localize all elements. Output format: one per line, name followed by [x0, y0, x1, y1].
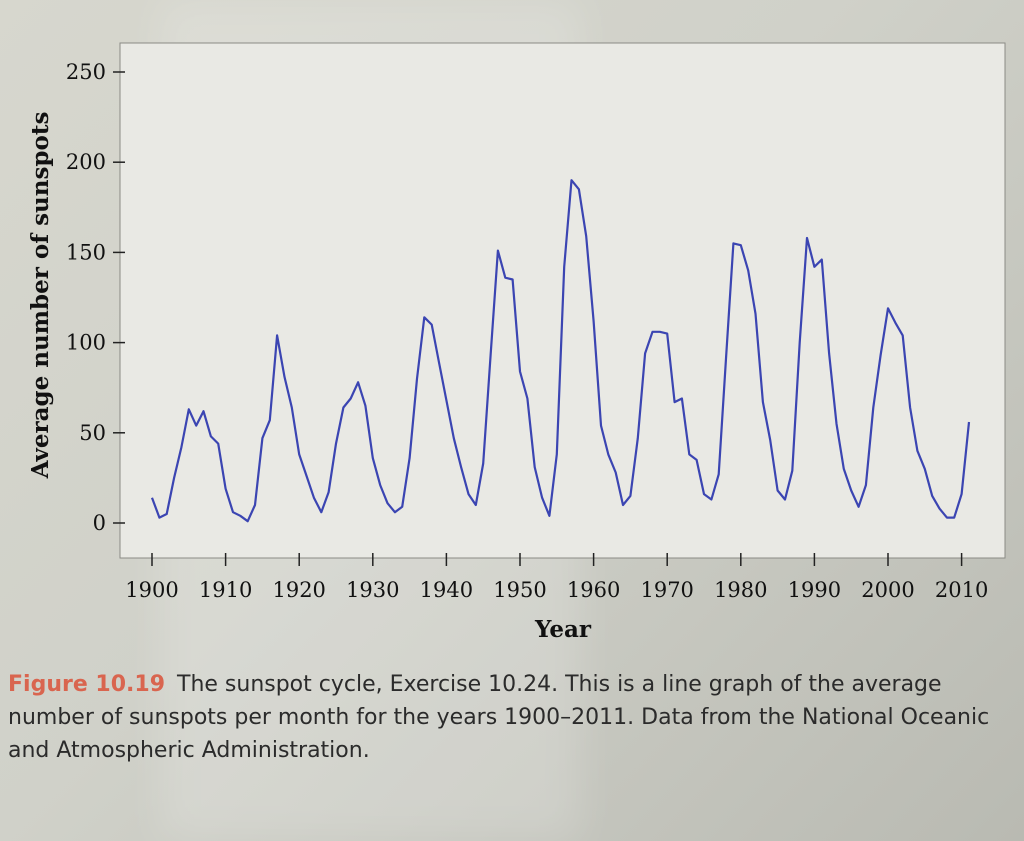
- caption-text: The sunspot cycle, Exercise 10.24. This …: [8, 672, 990, 763]
- x-tick-label: 2000: [861, 578, 914, 602]
- y-axis-title: Average number of sunspots: [27, 112, 54, 480]
- x-tick-label: 2010: [935, 578, 988, 602]
- x-tick-label: 1940: [420, 578, 473, 602]
- x-tick-label: 1970: [640, 578, 693, 602]
- series-line: [150, 179, 971, 523]
- y-tick-label: 200: [66, 150, 106, 174]
- x-tick-label: 1930: [346, 578, 399, 602]
- y-tick-label: 250: [66, 60, 106, 84]
- figure-caption: Figure 10.19 The sunspot cycle, Exercise …: [8, 668, 998, 767]
- x-tick-label: 1960: [567, 578, 620, 602]
- x-tick-label: 1980: [714, 578, 767, 602]
- sunspot-chart: 0 50 100 150 200 250 1900 1910 1920 1930 1940 1950…: [27, 42, 1006, 643]
- x-axis-title: Year: [534, 616, 592, 643]
- x-tick-label: 1910: [199, 578, 252, 602]
- x-tick-label: 1900: [125, 578, 178, 602]
- y-axis: 0 50 100 150 200 250: [66, 60, 125, 535]
- x-tick-label: 1920: [272, 578, 325, 602]
- y-tick-label: 0: [93, 511, 106, 535]
- y-tick-label: 50: [79, 421, 106, 445]
- y-tick-label: 150: [66, 240, 106, 264]
- x-axis: 1900 1910 1920 1930 1940 1950 1960 1970 1980 1990…: [125, 553, 988, 602]
- x-tick-label: 1950: [493, 578, 546, 602]
- figure-label: Figure 10.19: [8, 672, 165, 697]
- x-tick-label: 1990: [788, 578, 841, 602]
- y-tick-label: 100: [66, 331, 106, 355]
